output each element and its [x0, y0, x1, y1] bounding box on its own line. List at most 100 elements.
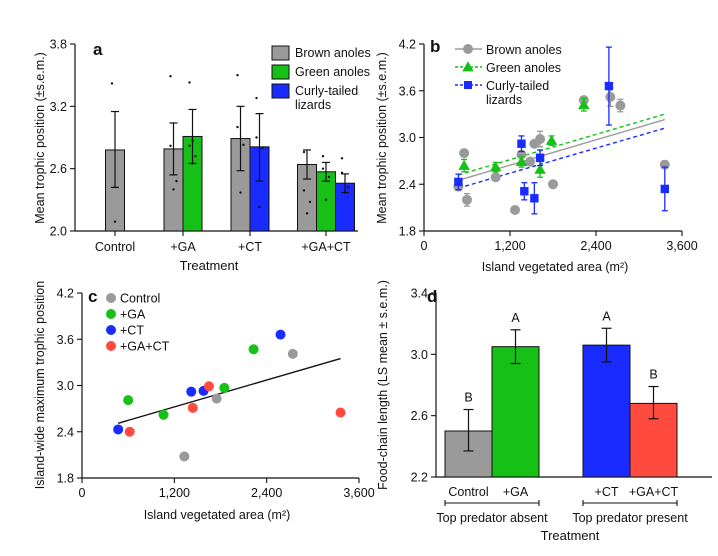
b-point-2-5: [604, 81, 614, 91]
b-fit-line-0: [458, 118, 665, 182]
a-raw-point-7-2: [346, 186, 350, 189]
b-panel-letter: b: [430, 37, 440, 56]
a-legend-label-1: Green anoles: [295, 65, 370, 79]
c-x-tick-label-1: 1,200: [159, 486, 190, 500]
d-bar-2: [582, 344, 631, 478]
c-fit-line: [117, 357, 341, 424]
c-y-tick-label-4: 4.2: [57, 287, 74, 301]
b-point-1-1: [489, 161, 502, 172]
c-point-3-0: [124, 426, 135, 437]
c-point-0-2: [287, 348, 298, 359]
b-point-0-8: [535, 134, 546, 145]
c-y-axis-label: Island-wide maximum trophic position: [33, 281, 47, 489]
b-point-2-6: [660, 184, 669, 194]
b-x-tick-label-2: 2,400: [580, 239, 611, 253]
c-point-0-1: [211, 393, 222, 404]
a-x-tick-label-0: Control: [95, 240, 135, 254]
b-y-axis-label: Mean trophic position (±s.e.m.): [375, 52, 389, 224]
a-raw-point-1-1: [172, 188, 175, 191]
d-y-tick-label-1: 2.6: [411, 409, 428, 423]
d-significance-letter-0: B: [464, 391, 472, 405]
b-point-0-1: [459, 148, 470, 159]
a-raw-point-2-0: [188, 81, 191, 84]
b-point-0-6: [525, 156, 536, 167]
c-y-tick-label-0: 1.8: [57, 472, 74, 486]
a-raw-point-3-2: [242, 143, 245, 146]
a-raw-point-6-0: [321, 155, 325, 158]
a-raw-point-4-0: [255, 96, 258, 100]
c-point-2-0: [113, 424, 124, 435]
d-y-tick-label-2: 3.0: [411, 348, 428, 362]
a-x-tick-label-1: +GA: [170, 240, 196, 254]
c-x-tick-label-3: 3,600: [343, 486, 374, 500]
b-point-2-1: [517, 139, 526, 148]
c-point-1-0: [123, 395, 134, 406]
a-raw-point-5-0: [302, 150, 306, 154]
b-point-1-3: [534, 163, 546, 174]
d-significance-letter-2: A: [602, 309, 611, 323]
c-legend-label-2: +CT: [120, 324, 144, 338]
a-raw-point-1-0: [169, 75, 172, 78]
a-raw-point-3-0: [236, 73, 239, 77]
a-y-tick-label-2: 3.2: [50, 100, 67, 114]
a-raw-point-1-2: [175, 179, 178, 183]
d-x-tick-label-3: +GA+CT: [629, 485, 679, 499]
b-point-0-4: [510, 204, 521, 215]
b-point-0-2: [462, 194, 472, 205]
b-point-2-2: [520, 187, 529, 196]
c-y-tick-label-3: 3.6: [57, 333, 74, 347]
a-raw-point-0-0: [110, 82, 114, 85]
a-raw-point-2-1: [191, 162, 194, 165]
c-y-tick-label-1: 2.4: [57, 425, 74, 439]
c-point-1-1: [158, 409, 169, 420]
c-legend-marker-1: [106, 309, 116, 319]
a-raw-point-7-1: [343, 191, 347, 194]
b-x-tick-label-0: 0: [421, 239, 428, 253]
d-significance-letter-3: B: [649, 368, 657, 382]
b-y-tick-label-0: 1.8: [399, 225, 416, 239]
d-y-tick-label-3: 3.4: [411, 287, 428, 301]
a-raw-point-3-1: [239, 191, 242, 194]
b-legend-marker-1: [462, 61, 474, 72]
c-legend-marker-2: [106, 325, 116, 335]
c-x-tick-label-2: 2,400: [251, 486, 282, 500]
a-raw-point-7-0: [340, 157, 344, 160]
b-fit-line-1: [458, 113, 665, 176]
a-legend-swatch-0: [271, 45, 290, 61]
a-raw-point-0-1: [113, 220, 117, 223]
b-fit-line-2: [458, 127, 665, 189]
a-panel-letter: a: [93, 40, 103, 59]
b-y-tick-label-1: 2.4: [399, 178, 416, 192]
a-raw-point-5-1: [305, 212, 309, 215]
d-bar-1: [491, 346, 540, 478]
b-point-0-12: [615, 100, 626, 111]
a-raw-point-4-2: [261, 146, 264, 150]
b-point-2-3: [530, 194, 539, 203]
b-x-tick-label-3: 3,600: [666, 239, 697, 253]
a-raw-point-4-1: [258, 205, 261, 209]
d-x-tick-label-0: Control: [448, 485, 488, 499]
a-raw-point-6-1: [324, 198, 328, 202]
c-x-tick-label-0: 0: [79, 486, 86, 500]
a-legend-label-2: Curly-tailed lizards: [295, 84, 358, 112]
c-legend-label-3: +GA+CT: [120, 340, 170, 354]
a-raw-point-2-4: [191, 139, 194, 142]
c-legend-marker-3: [106, 341, 116, 351]
c-legend-marker-0: [106, 293, 116, 303]
c-legend-label-1: +GA: [120, 308, 146, 322]
a-y-tick-label-0: 2.0: [50, 225, 67, 239]
a-raw-point-6-3: [321, 167, 325, 170]
a-x-tick-label-3: +GA+CT: [301, 240, 351, 254]
c-point-3-2: [203, 381, 214, 392]
b-y-tick-label-3: 3.6: [399, 84, 416, 98]
b-point-0-9: [548, 179, 558, 190]
a-raw-point-6-2: [327, 175, 331, 179]
d-x-tick-label-1: +GA: [503, 485, 529, 499]
c-point-3-1: [187, 402, 198, 413]
c-point-3-3: [335, 407, 346, 418]
c-point-1-2: [219, 382, 230, 393]
a-legend-label-0: Brown anoles: [295, 46, 371, 60]
c-point-2-3: [275, 329, 286, 340]
